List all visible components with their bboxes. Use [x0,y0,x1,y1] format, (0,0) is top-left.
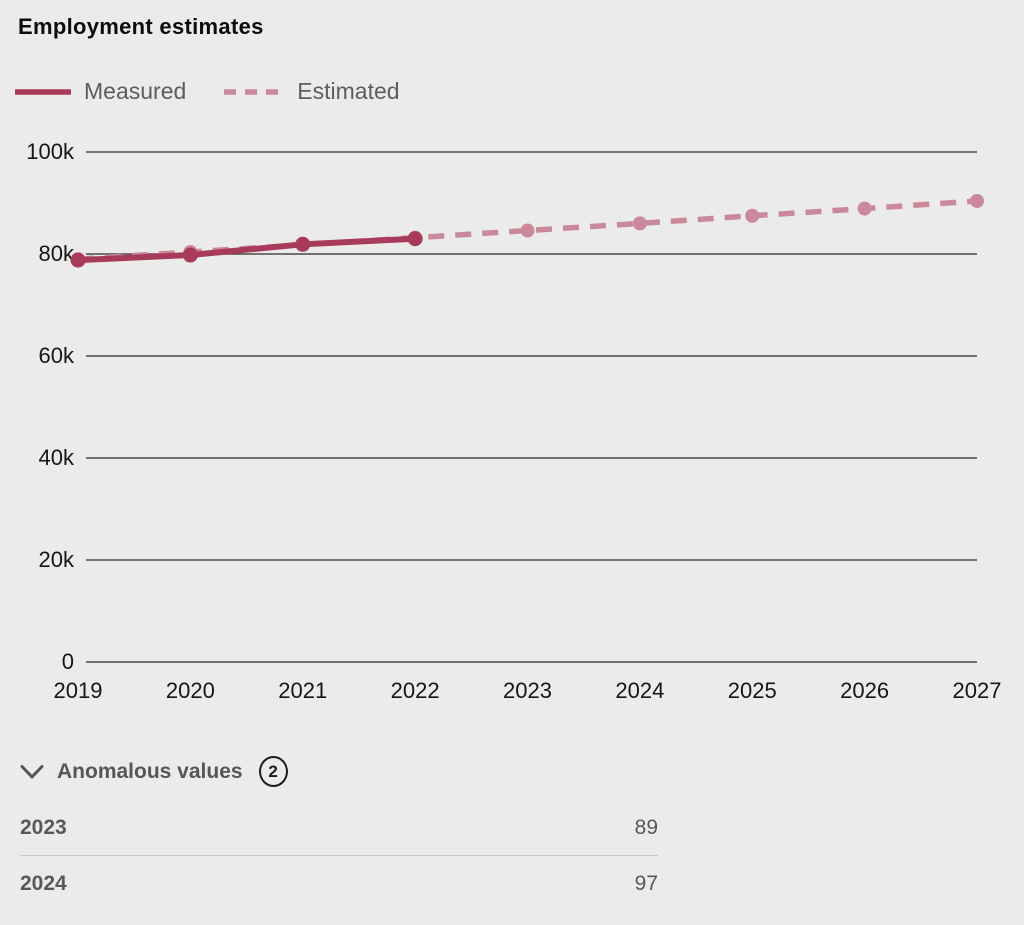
x-tick-label: 2022 [391,678,440,703]
data-point-measured-2020 [182,247,198,263]
anomalous-values-toggle[interactable]: Anomalous values 2 [20,756,288,787]
chevron-down-icon [20,764,44,780]
data-point-measured-2022 [407,231,423,247]
row-value: 97 [634,872,658,895]
x-tick-label: 2019 [54,678,103,703]
data-point-estimated-2026 [857,201,872,216]
x-tick-label: 2024 [615,678,664,703]
y-tick-label: 40k [39,445,75,470]
x-tick-label: 2027 [953,678,1002,703]
legend-item-estimated: Estimated [224,78,400,105]
measured-line-swatch-icon [15,88,71,96]
chart-legend: Measured Estimated [15,78,400,105]
row-year: 2024 [20,872,67,895]
x-tick-label: 2023 [503,678,552,703]
y-tick-label: 0 [62,649,74,674]
x-tick-label: 2025 [728,678,777,703]
data-point-estimated-2024 [632,216,647,231]
data-point-estimated-2023 [520,223,535,238]
x-tick-label: 2026 [840,678,889,703]
data-point-estimated-2027 [970,193,984,208]
y-tick-label: 100k [26,139,75,164]
table-row: 2024 97 [20,856,658,912]
page-title: Employment estimates [18,14,264,39]
anomalous-values-label: Anomalous values [57,759,243,783]
estimated-line-swatch-icon [224,88,285,96]
employment-line-chart: 100k 80k 60k 40k 20k 0 2019 2020 2021 2022 2023 202… [26,139,1002,703]
legend-label-estimated: Estimated [297,78,400,104]
y-tick-label: 80k [39,241,75,266]
anomalous-count-badge: 2 [258,756,288,787]
y-tick-label: 20k [39,547,75,572]
anomalous-values-table: 2023 89 2024 97 [20,800,658,912]
data-point-estimated-2025 [745,208,760,223]
measured-line [77,235,416,264]
legend-label-measured: Measured [84,78,187,104]
x-tick-label: 2021 [278,678,327,703]
row-value: 89 [634,815,658,839]
legend-item-measured: Measured [15,78,186,105]
y-tick-label: 60k [39,343,75,368]
x-tick-label: 2020 [166,678,215,703]
data-point-measured-2019 [70,252,86,268]
row-year: 2023 [20,815,67,839]
data-point-measured-2021 [295,236,311,252]
table-row: 2023 89 [20,800,658,856]
